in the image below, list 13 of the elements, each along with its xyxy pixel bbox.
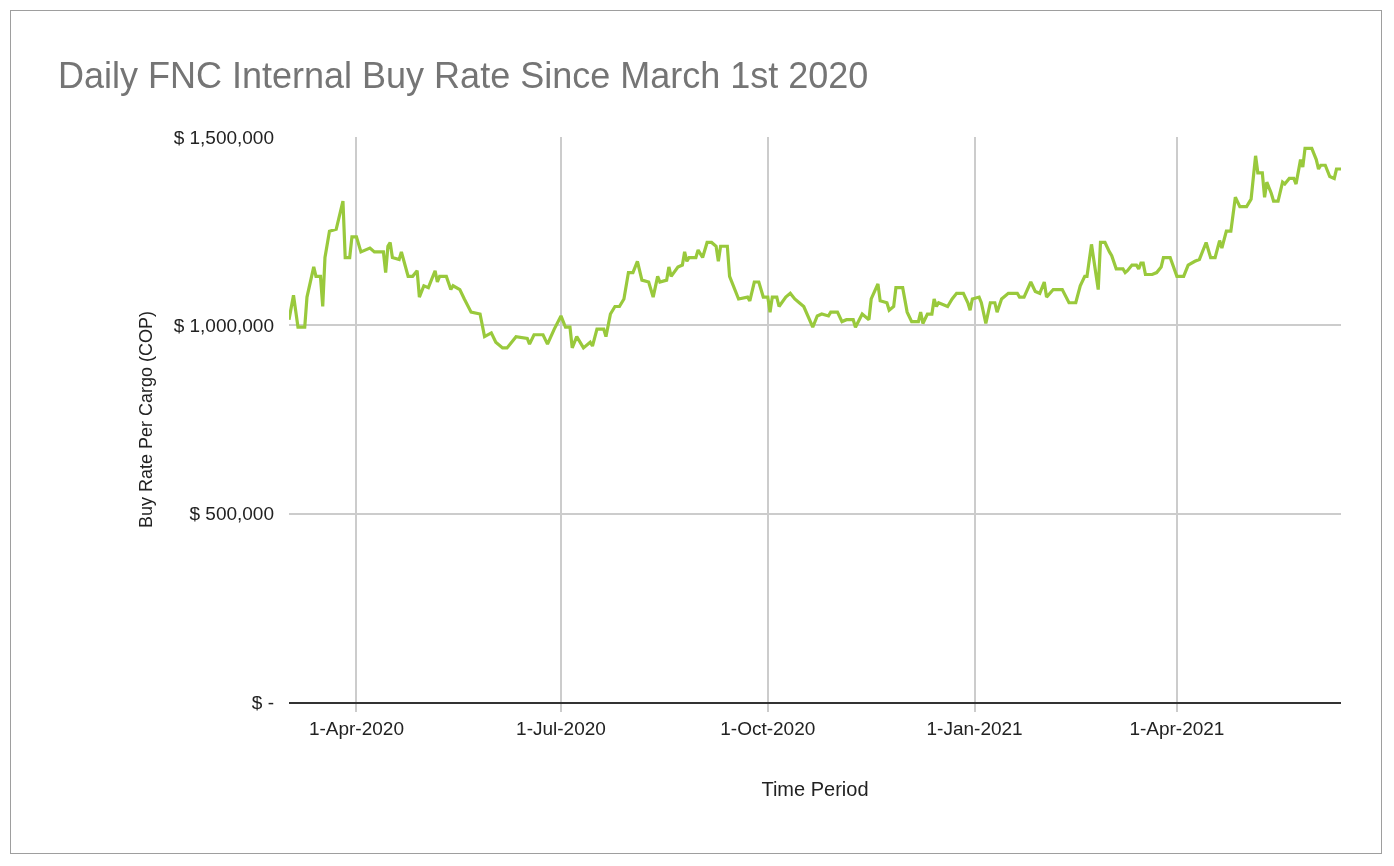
line-series: [289, 146, 1341, 350]
y-tick-label: $ -: [251, 691, 274, 713]
y-tick-label: $ 500,000: [189, 503, 274, 525]
chart-title: Daily FNC Internal Buy Rate Since March 1st 2020: [58, 54, 869, 96]
y-tick-label: $ 1,000,000: [173, 314, 274, 336]
x-tick-label: 1-Apr-2021: [1129, 717, 1225, 739]
x-tick-label: 1-Jul-2020: [516, 717, 606, 739]
x-tick-label: 1-Jan-2021: [926, 717, 1023, 739]
y-axis-title: Buy Rate Per Cargo (COP): [135, 310, 156, 529]
y-tick-label: $ 1,500,000: [173, 126, 274, 148]
x-axis-title: Time Period: [761, 777, 869, 800]
x-tick-label: 1-Oct-2020: [720, 717, 816, 739]
x-tick-label: 1-Apr-2020: [308, 717, 404, 739]
